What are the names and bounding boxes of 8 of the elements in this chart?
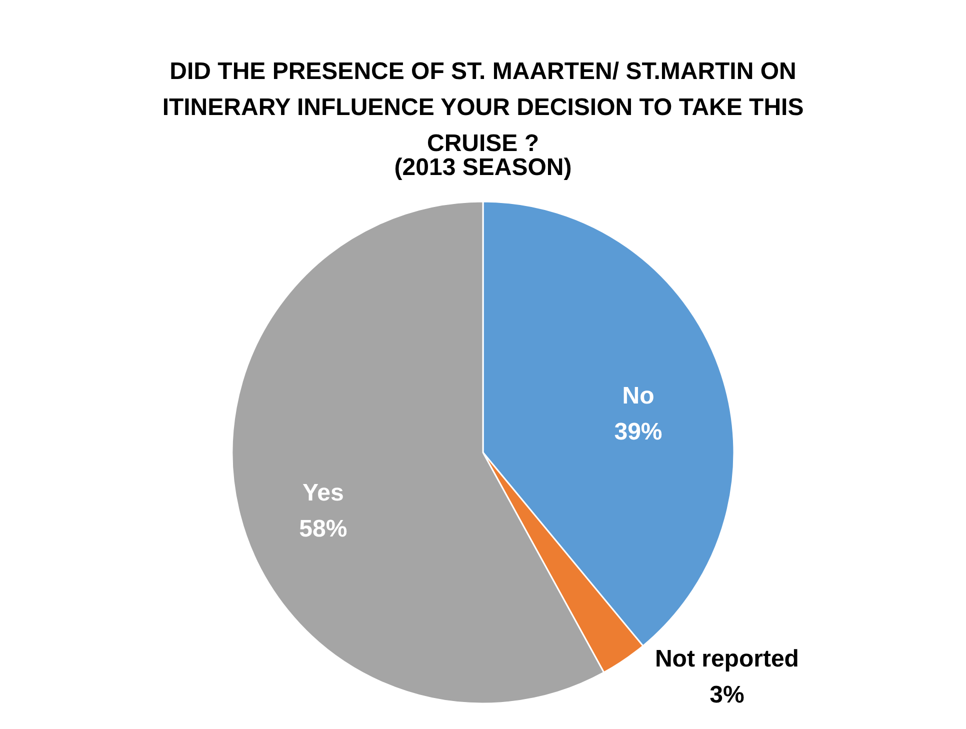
data-label: 3% (710, 682, 744, 709)
slice-label: Yes (302, 480, 344, 507)
slice-label: Not reported (654, 646, 799, 673)
chart-subtitle: (2013 SEASON) (394, 154, 572, 181)
data-label: 58% (299, 516, 348, 543)
slice-label: No (622, 382, 654, 410)
chart-title: DID THE PRESENCE OF ST. MAARTEN/ ST.MARTIN ON ITINERARY INFLUENCE YOUR DECISION TO TAKE THIS CRUISE ? (162, 58, 804, 157)
data-label: 39% (614, 418, 662, 446)
